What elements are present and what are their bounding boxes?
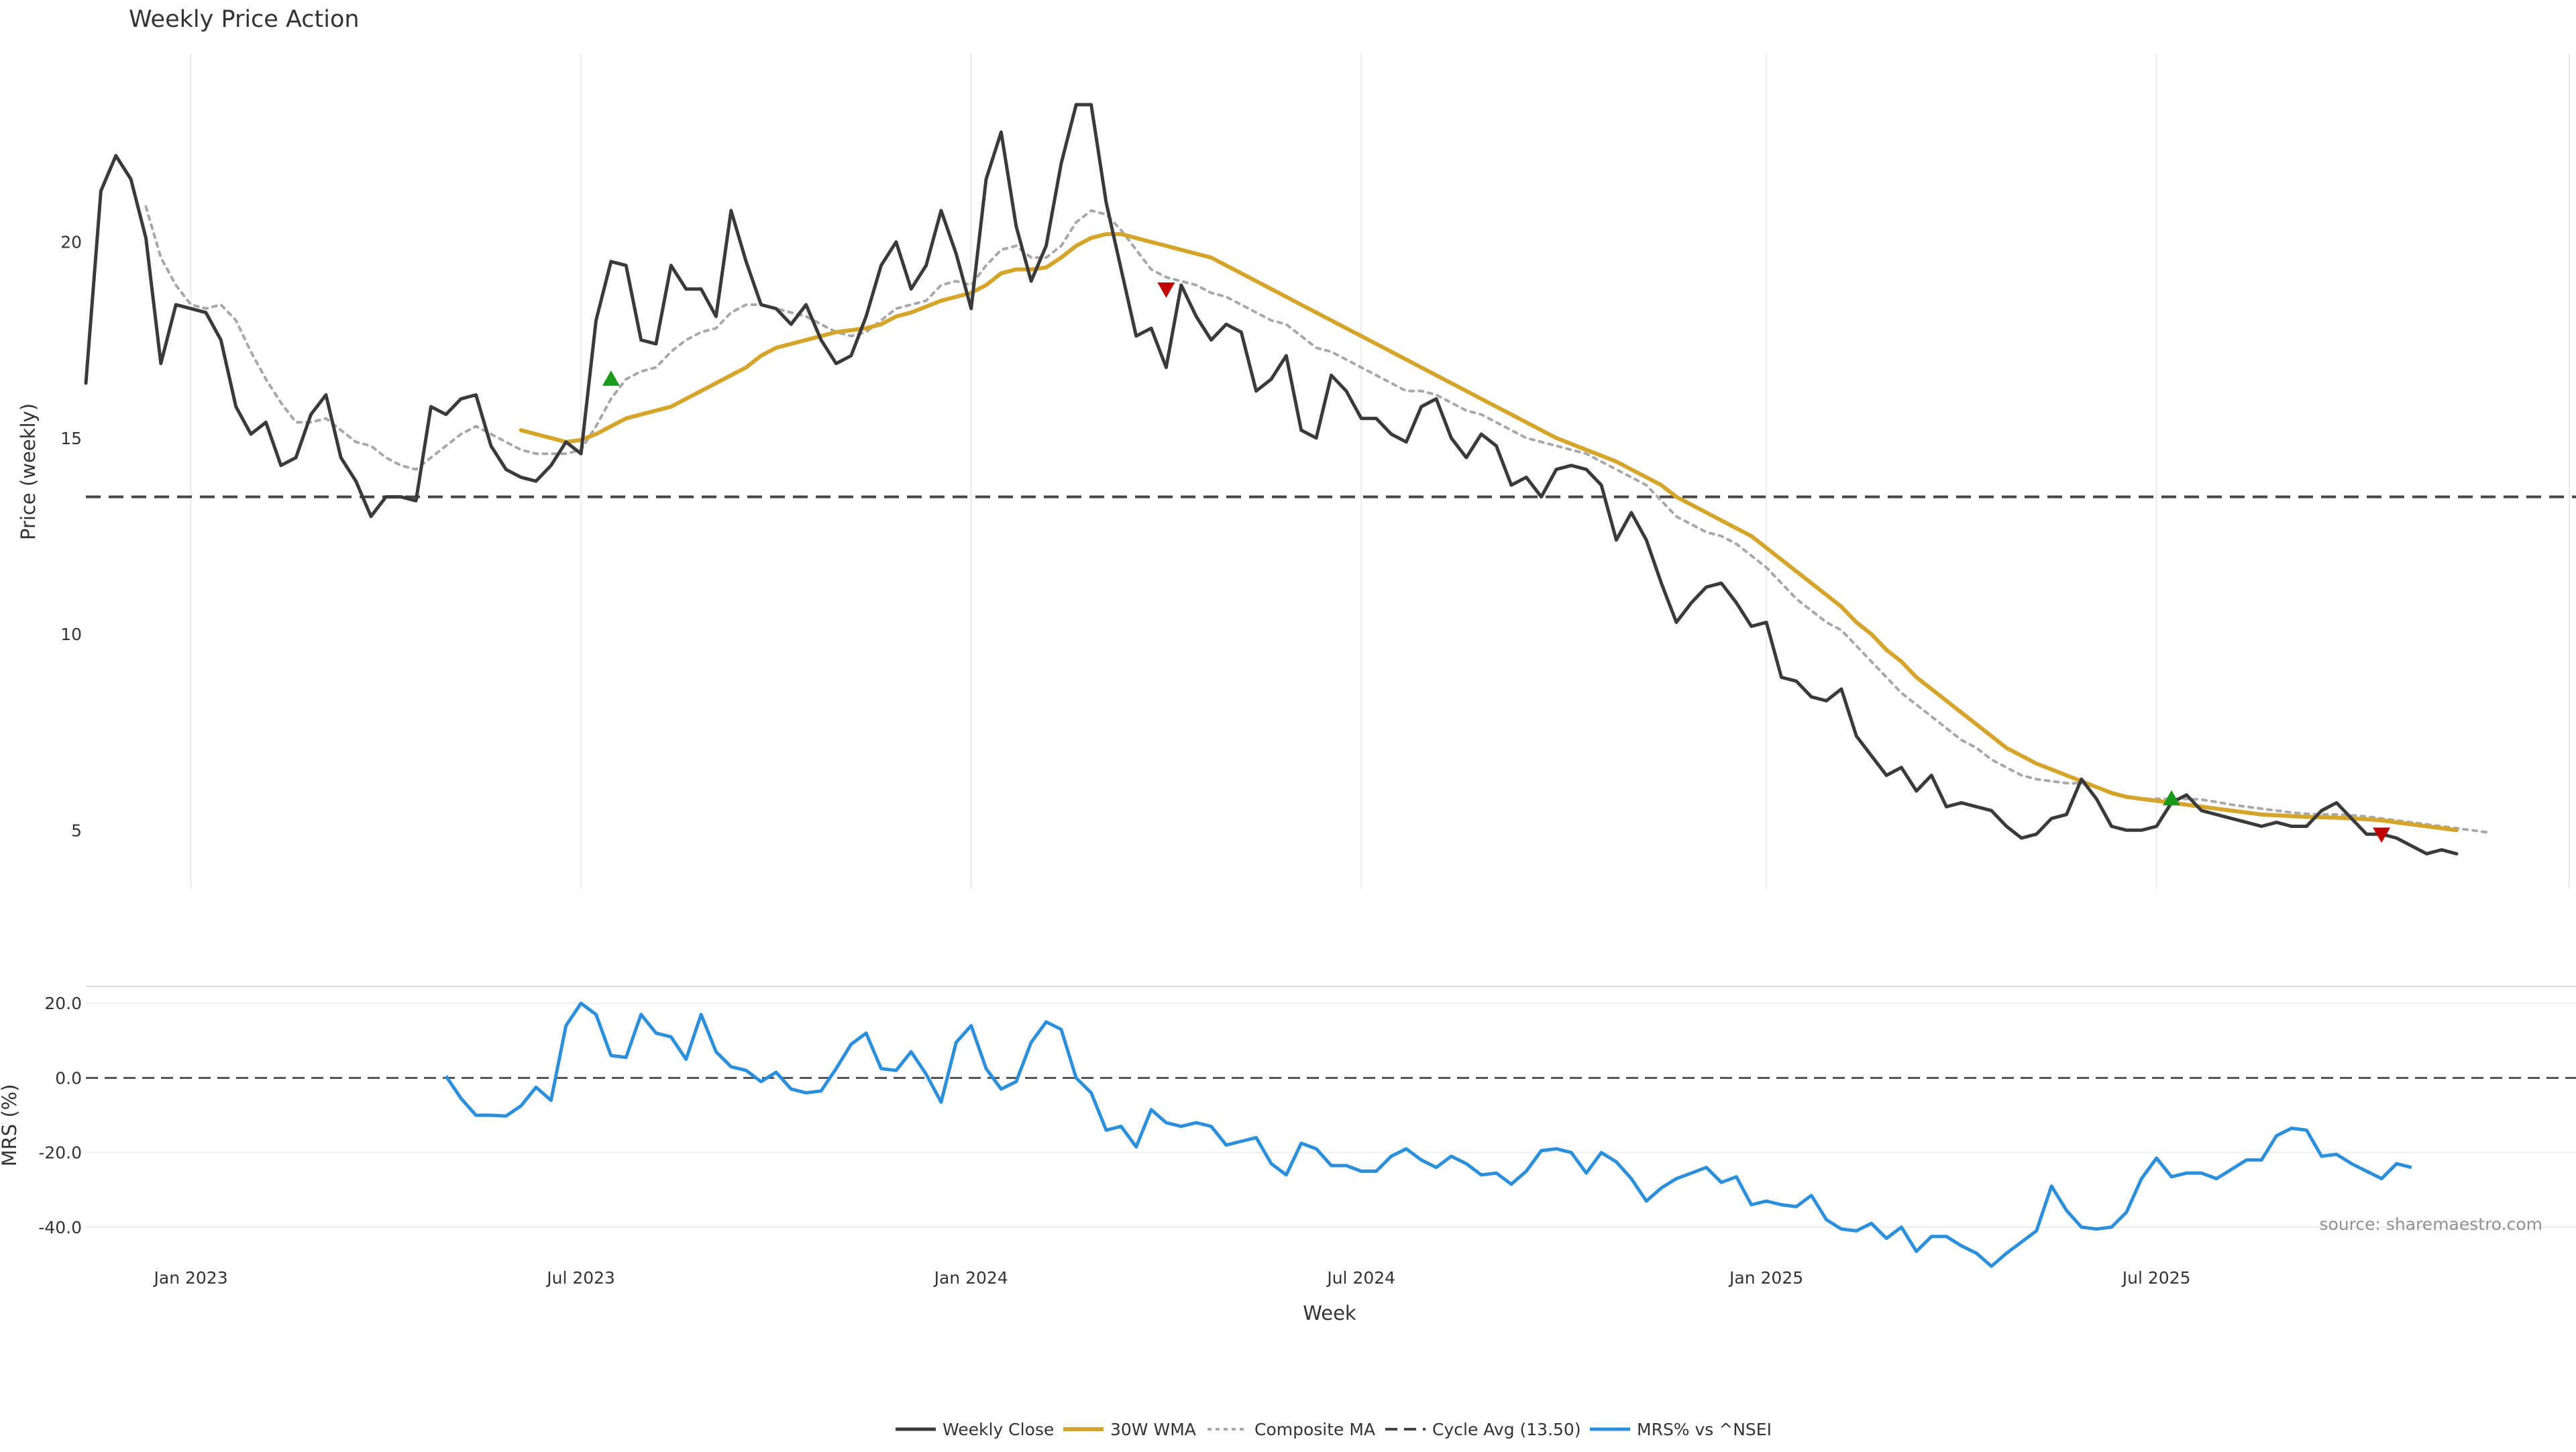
series-lines: [84, 103, 2488, 1268]
mrs-line: [444, 1001, 2412, 1268]
price-y-tick-label: 10: [60, 625, 82, 644]
x-tick-label: Jan 2025: [1728, 1268, 1803, 1288]
mrs-y-tick-label: 20.0: [44, 994, 82, 1013]
price-y-tick-label: 5: [71, 821, 82, 840]
mrs-y-tick-label: -40.0: [38, 1218, 82, 1237]
buy-signal-marker: [602, 370, 620, 386]
x-tick-label: Jan 2024: [933, 1268, 1008, 1288]
x-tick-label: Jan 2023: [153, 1268, 228, 1288]
wma-30w-line: [519, 231, 2459, 833]
legend-label-composite: Composite MA: [1254, 1420, 1375, 1439]
chart-title: Weekly Price Action: [129, 6, 360, 33]
legend-label-mrs: MRS% vs ^NSEI: [1637, 1420, 1772, 1439]
grid-lines: [86, 54, 2576, 1228]
mrs-y-axis-label: MRS (%): [0, 1084, 21, 1167]
x-tick-label: Jul 2025: [2121, 1268, 2191, 1288]
axes: Jan 2023 Jul 2023 Jan 2024 Jul 2024 Jan 2025…: [38, 233, 2190, 1288]
weekly-close-line: [84, 103, 2459, 855]
price-y-axis-label: Price (weekly): [17, 403, 40, 540]
legend-label-cycle: Cycle Avg (13.50): [1432, 1420, 1581, 1439]
x-tick-label: Jul 2023: [545, 1268, 615, 1288]
price-y-tick-label: 20: [60, 233, 82, 252]
x-axis-label: Week: [1303, 1302, 1356, 1325]
composite-ma-line: [144, 205, 2488, 834]
reference-lines: [86, 495, 2576, 1079]
mrs-y-tick-label: -20.0: [38, 1143, 82, 1163]
sell-signal-marker: [1157, 282, 1175, 298]
x-tick-label: Jul 2024: [1326, 1268, 1395, 1288]
signal-markers: [602, 282, 2391, 843]
legend-label-wma: 30W WMA: [1110, 1420, 1196, 1439]
mrs-y-tick-label: 0.0: [55, 1068, 82, 1088]
legend-label-close: Weekly Close: [943, 1420, 1054, 1439]
sell-signal-marker: [2373, 827, 2391, 843]
buy-signal-marker: [2163, 790, 2181, 806]
source-note: source: sharemaestro.com: [2320, 1214, 2543, 1234]
price-y-tick-label: 15: [60, 429, 82, 448]
legend: Weekly Close 30W WMA Composite MA Cycle Avg…: [896, 1420, 1772, 1439]
